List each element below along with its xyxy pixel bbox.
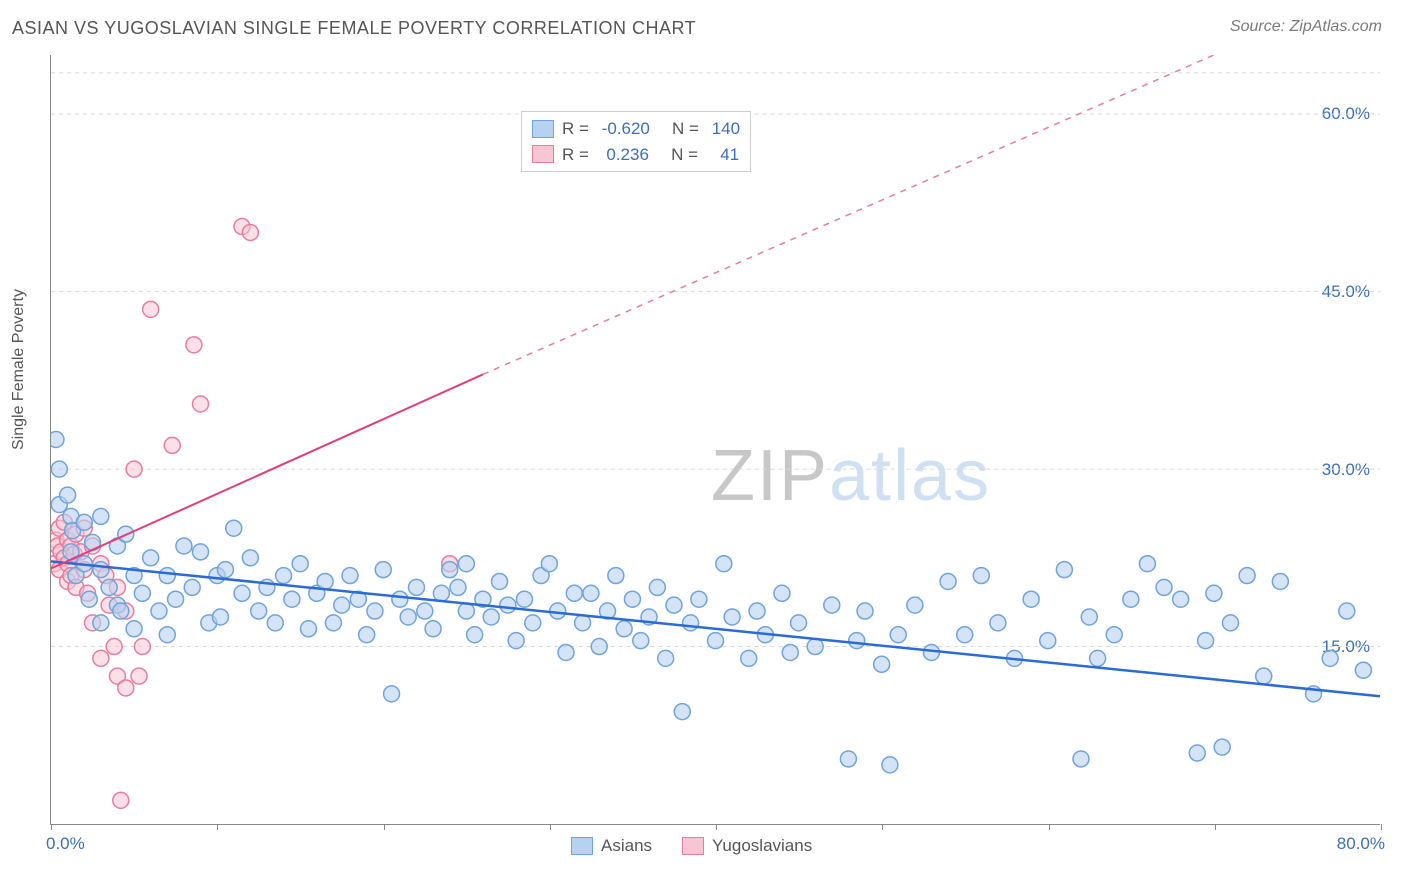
- series-legend: Asians Yugoslavians: [571, 836, 812, 856]
- y-axis-label: Single Female Poverty: [10, 289, 28, 450]
- x-tick-mark: [51, 824, 52, 830]
- chart-title: ASIAN VS YUGOSLAVIAN SINGLE FEMALE POVER…: [12, 18, 696, 39]
- legend-swatch: [532, 145, 554, 163]
- legend-n-label: N =: [657, 142, 712, 168]
- chart-container: ASIAN VS YUGOSLAVIAN SINGLE FEMALE POVER…: [0, 0, 1406, 892]
- series-legend-label: Yugoslavians: [712, 836, 812, 856]
- x-tick-mark: [1049, 824, 1050, 830]
- x-axis-min-label: 0.0%: [46, 834, 85, 854]
- legend-swatch: [532, 120, 554, 138]
- stats-legend-row: R = -0.620 N = 140: [532, 116, 740, 142]
- x-tick-mark: [217, 824, 218, 830]
- x-tick-mark: [384, 824, 385, 830]
- legend-swatch: [682, 837, 704, 855]
- legend-r-label: R =: [562, 116, 594, 142]
- x-tick-mark: [550, 824, 551, 830]
- source-label: Source: ZipAtlas.com: [1230, 18, 1382, 36]
- x-tick-mark: [882, 824, 883, 830]
- plot-area: ZIPatlas R = -0.620 N = 140R = 0.236 N =…: [50, 55, 1380, 825]
- stats-legend: R = -0.620 N = 140R = 0.236 N = 41: [521, 111, 751, 172]
- x-axis-max-label: 80.0%: [1337, 834, 1385, 854]
- legend-swatch: [571, 837, 593, 855]
- series-legend-item: Asians: [571, 836, 652, 856]
- x-tick-mark: [716, 824, 717, 830]
- legend-r-value: -0.620: [602, 116, 650, 142]
- legend-r-label: R =: [562, 142, 598, 168]
- legend-n-label: N =: [658, 116, 704, 142]
- x-tick-mark: [1215, 824, 1216, 830]
- stats-legend-row: R = 0.236 N = 41: [532, 142, 740, 168]
- legend-r-value: 0.236: [606, 142, 649, 168]
- x-tick-mark: [1381, 824, 1382, 830]
- series-legend-item: Yugoslavians: [682, 836, 812, 856]
- legend-n-value: 41: [720, 142, 739, 168]
- legend-n-value: 140: [712, 116, 740, 142]
- series-legend-label: Asians: [601, 836, 652, 856]
